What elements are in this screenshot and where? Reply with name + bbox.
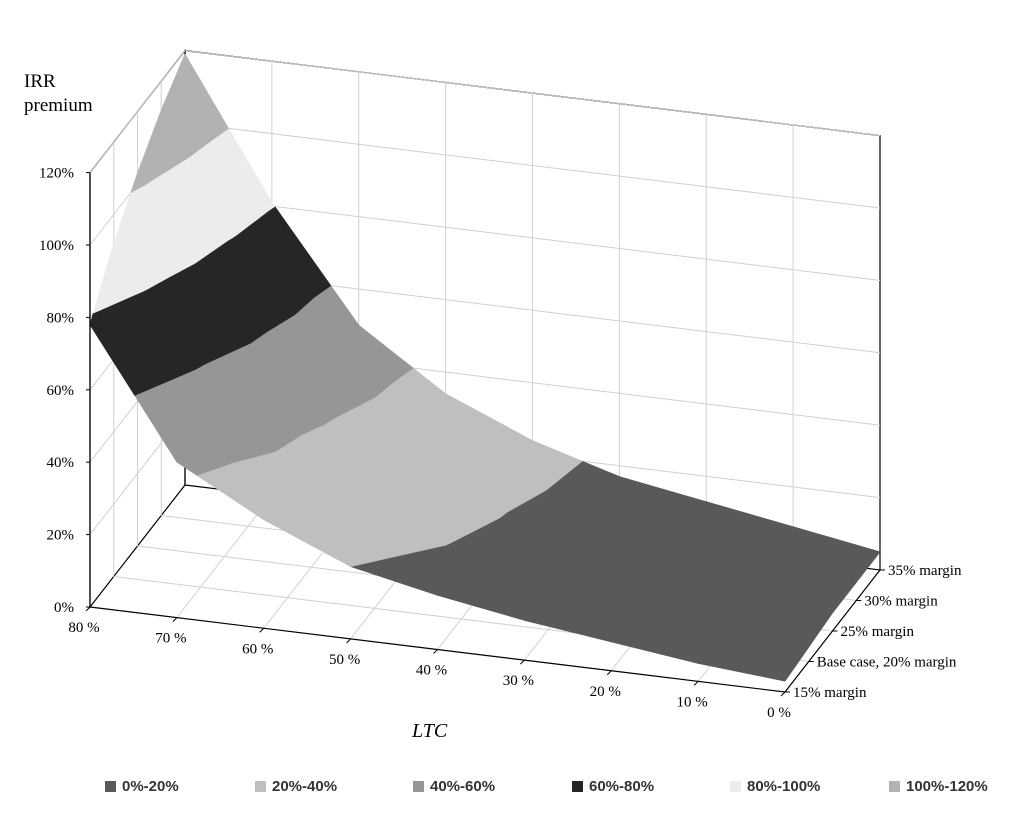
legend-item: 40%-60% xyxy=(413,778,495,795)
z-axis-title-line2: premium xyxy=(24,95,93,116)
legend-swatch xyxy=(572,781,583,792)
z-tick-label: 100% xyxy=(39,238,74,254)
surface-patch xyxy=(113,184,196,278)
y-tick-label: 15% margin xyxy=(793,685,867,701)
x-tick-mark xyxy=(85,606,91,612)
x-tick-label: 50 % xyxy=(329,652,360,668)
x-tick-label: 0 % xyxy=(767,705,791,721)
legend-swatch xyxy=(413,781,424,792)
legend-swatch xyxy=(889,781,900,792)
z-tick-label: 120% xyxy=(39,166,74,182)
z-tick-label: 20% xyxy=(47,528,75,544)
legend-swatch xyxy=(730,781,741,792)
z-tick-label: 40% xyxy=(47,455,75,471)
legend-label: 100%-120% xyxy=(906,778,988,795)
legend-label: 0%-20% xyxy=(122,778,179,795)
surface-patch xyxy=(160,53,229,147)
x-tick-label: 70 % xyxy=(155,631,186,647)
x-tick-mark xyxy=(346,638,351,644)
x-tick-label: 20 % xyxy=(590,684,621,700)
x-tick-mark xyxy=(606,670,612,676)
z-tick-label: 80% xyxy=(47,310,75,326)
y-tick-label: 35% margin xyxy=(888,563,962,579)
x-tick-label: 40 % xyxy=(416,663,447,679)
x-tick-label: 30 % xyxy=(503,673,534,689)
y-tick-label: Base case, 20% margin xyxy=(817,655,957,671)
y-tick-label: 25% margin xyxy=(841,624,915,640)
surface-plot xyxy=(89,53,881,682)
x-tick-label: 10 % xyxy=(677,694,708,710)
x-tick-label: 80 % xyxy=(68,620,99,636)
legend-item: 80%-100% xyxy=(730,778,820,795)
legend-swatch xyxy=(255,781,266,792)
surface-patch xyxy=(137,109,190,183)
x-axis-title: LTC xyxy=(412,720,448,742)
legend-item: 20%-40% xyxy=(255,778,337,795)
x-tick-mark xyxy=(172,617,178,622)
y-tick-label: 30% margin xyxy=(864,594,938,610)
legend-label: 40%-60% xyxy=(430,778,496,795)
x-tick-mark xyxy=(259,627,265,633)
x-tick-mark xyxy=(780,691,786,697)
z-axis-title: IRR premium xyxy=(24,70,93,118)
x-tick-mark xyxy=(433,649,438,654)
z-axis-title-line1: IRR xyxy=(24,71,56,92)
legend-label: 80%-100% xyxy=(747,778,821,795)
axes xyxy=(85,172,885,697)
surface-patch xyxy=(89,290,196,373)
x-tick-label: 60 % xyxy=(242,641,273,657)
x-tick-mark xyxy=(520,659,525,665)
legend: 0%-20% 20%-40% 40%-60% 60%-80% 80%-100% 100%-… xyxy=(0,778,1023,802)
surface-patch xyxy=(93,243,145,314)
z-gridline xyxy=(89,50,881,173)
legend-item: 100%-120% xyxy=(889,778,988,795)
legend-item: 60%-80% xyxy=(572,778,654,795)
legend-item: 0%-20% xyxy=(105,778,179,795)
z-tick-label: 60% xyxy=(47,383,75,399)
legend-label: 20%-40% xyxy=(272,778,338,795)
legend-label: 60%-80% xyxy=(589,778,655,795)
tick-labels: 0% 20% 40% 60% 80% 100% 120% 80 % 70 % 60 % 50 % 40… xyxy=(39,166,962,721)
legend-swatch xyxy=(105,781,116,792)
surface-patch xyxy=(130,172,146,193)
z-tick-label: 0% xyxy=(54,600,74,616)
x-tick-mark xyxy=(693,681,699,686)
